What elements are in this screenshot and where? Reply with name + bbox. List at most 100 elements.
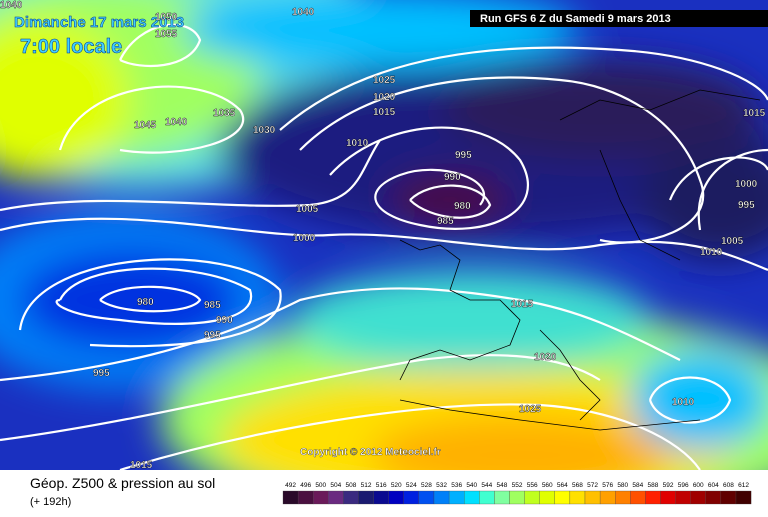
legend-swatch — [630, 490, 646, 505]
isobars — [0, 23, 768, 470]
time: 7:00 locale — [20, 36, 122, 58]
isobar-label: 1040 — [0, 0, 23, 11]
legend-swatch — [615, 490, 631, 505]
legend-label: 552 — [512, 482, 523, 489]
isobar-label: 1055 — [155, 29, 178, 40]
legend-swatch — [554, 490, 571, 505]
isobar-label: 990 — [216, 315, 233, 326]
legend-swatch — [464, 490, 480, 505]
legend-label: 548 — [497, 482, 508, 489]
legend-swatch — [328, 490, 344, 505]
legend-swatch — [645, 490, 661, 505]
legend-label: 580 — [617, 482, 628, 489]
isobar-label: 1020 — [534, 352, 557, 363]
coastlines — [399, 89, 761, 431]
legend-label: 536 — [451, 482, 462, 489]
legend-swatch — [539, 490, 555, 505]
legend-label: 568 — [572, 482, 583, 489]
legend-swatch — [735, 490, 752, 505]
legend-label: 592 — [663, 482, 674, 489]
isobar-label: 1030 — [253, 125, 276, 136]
legend-swatch — [358, 490, 374, 505]
date: Dimanche 17 mars 2013 — [14, 14, 184, 31]
legend-label: 604 — [708, 482, 719, 489]
legend-swatch — [448, 490, 465, 505]
isobar-label: 1015 — [373, 107, 396, 118]
legend-swatch — [509, 490, 525, 505]
legend-label: 564 — [557, 482, 568, 489]
isobar-label: 995 — [204, 330, 221, 341]
isobar-labels: 1040 1050 1055 1040 1045 1040 1035 1030 1025 1020… — [0, 0, 766, 471]
legend-label: 556 — [527, 482, 538, 489]
legend-label: 584 — [632, 482, 643, 489]
legend-label: 608 — [723, 482, 734, 489]
legend-label: 492 — [285, 482, 296, 489]
legend-label: 544 — [481, 482, 492, 489]
isobar-label: 1020 — [373, 92, 396, 103]
isobar-label: 1015 — [743, 108, 766, 119]
legend-swatch — [388, 490, 404, 505]
isobar-label: 1015 — [130, 460, 153, 471]
isobar-label: 1005 — [296, 204, 319, 215]
legend-swatch — [675, 490, 691, 505]
legend-swatch — [479, 490, 495, 505]
legend-label: 520 — [391, 482, 402, 489]
isobar-label: 1000 — [293, 233, 316, 244]
isobar-label: 980 — [454, 201, 471, 212]
legend-swatch — [660, 490, 676, 505]
isobar-label: 1005 — [721, 236, 744, 247]
legend-swatch — [313, 490, 329, 505]
legend-label: 588 — [648, 482, 659, 489]
legend-swatch — [418, 490, 435, 505]
legend-label: 600 — [693, 482, 704, 489]
legend-label: 540 — [466, 482, 477, 489]
legend-swatch — [403, 490, 420, 505]
isobar-label: 1050 — [155, 12, 178, 23]
legend-swatch — [690, 490, 706, 505]
legend: 492 496 500 504 508 512 516 520 524 528 532 536 540 5… — [282, 482, 752, 505]
footer-lead: (+ 192h) — [30, 496, 71, 508]
legend-label: 560 — [542, 482, 553, 489]
isobar-label: 1025 — [373, 75, 396, 86]
legend-label: 576 — [602, 482, 613, 489]
legend-swatch — [297, 490, 314, 505]
isobar-label: 985 — [204, 300, 221, 311]
run-info: Run GFS 6 Z du Samedi 9 mars 2013 — [480, 13, 671, 25]
legend-swatch — [569, 490, 586, 505]
legend-swatch — [720, 490, 737, 505]
run-box — [470, 10, 768, 27]
legend-label: 496 — [300, 482, 311, 489]
legend-swatch — [433, 490, 450, 505]
legend-label: 524 — [406, 482, 417, 489]
legend-swatch — [524, 490, 540, 505]
legend-swatch — [599, 490, 616, 505]
isobar-label: 1025 — [519, 404, 542, 415]
isobar-label: 1015 — [511, 299, 534, 310]
legend-swatch — [584, 490, 601, 505]
isobar-label: 980 — [137, 297, 154, 308]
legend-swatch — [494, 490, 510, 505]
legend-label: 500 — [315, 482, 326, 489]
legend-label: 512 — [361, 482, 372, 489]
legend-label: 528 — [421, 482, 432, 489]
legend-label: 572 — [587, 482, 598, 489]
isobar-label: 995 — [93, 368, 110, 379]
isobar-label: 995 — [455, 150, 472, 161]
legend-swatch — [282, 490, 299, 505]
isobar-label: 1000 — [735, 179, 758, 190]
isobar-label: 995 — [738, 200, 755, 211]
isobar-label: 985 — [437, 216, 454, 227]
isobar-label: 1010 — [346, 138, 369, 149]
legend-swatch — [343, 490, 359, 505]
copyright: Copyright © 2012 Meteociel.fr — [300, 447, 441, 458]
legend-label: 504 — [330, 482, 341, 489]
footer-title: Géop. Z500 & pression au sol — [30, 475, 215, 491]
legend-label: 596 — [678, 482, 689, 489]
legend-label: 508 — [346, 482, 357, 489]
legend-label: 612 — [738, 482, 749, 489]
legend-label: 532 — [436, 482, 447, 489]
isobar-label: 1045 — [134, 120, 157, 131]
isobar-label: 1040 — [165, 117, 188, 128]
